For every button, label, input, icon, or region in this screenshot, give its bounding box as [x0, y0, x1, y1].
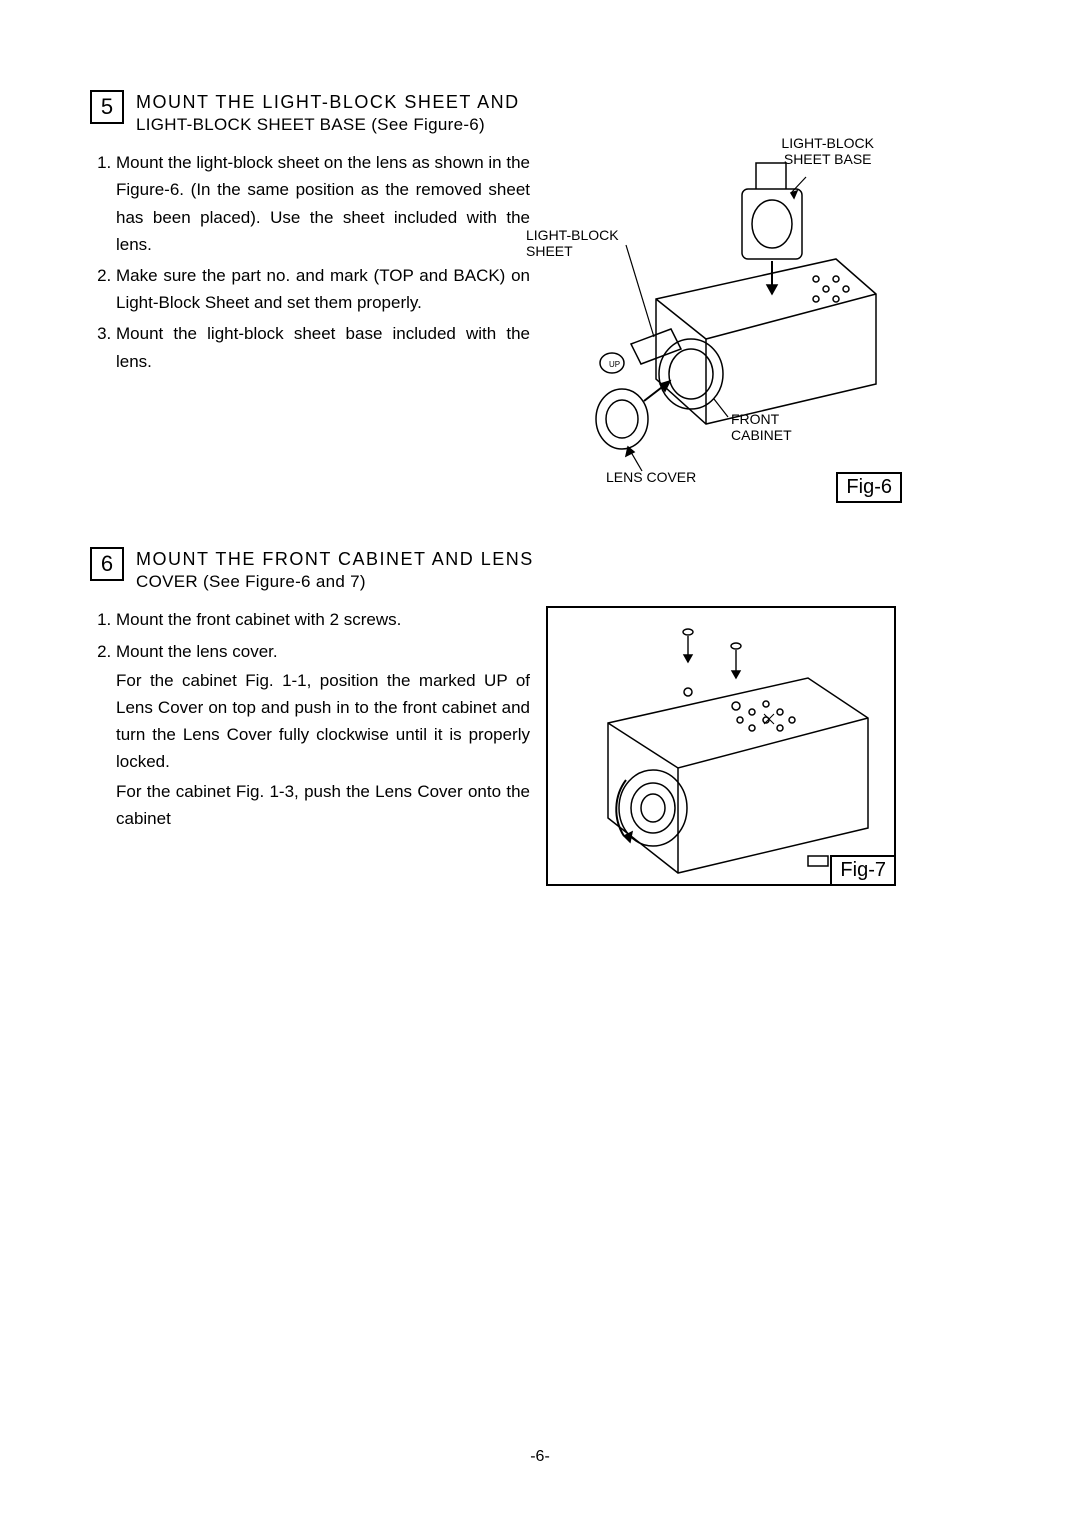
- figure-7-area: Fig-7: [536, 606, 990, 886]
- figure-6-area: LIGHT-BLOCKSHEET BASE LIGHT-BLOCKSHEET F…: [536, 149, 990, 509]
- list-item-text: Mount the lens cover.: [116, 642, 278, 661]
- list-item: Mount the lens cover. For the cabinet Fi…: [116, 638, 530, 832]
- section-6-text: Mount the front cabinet with 2 screws. M…: [90, 606, 530, 886]
- section-6-title: MOUNT THE FRONT CABINET AND LENS: [136, 547, 534, 572]
- list-item: Mount the light-block sheet on the lens …: [116, 149, 530, 258]
- section-5-subtitle: LIGHT-BLOCK SHEET BASE (See Figure-6): [136, 115, 520, 135]
- figure-7: Fig-7: [546, 606, 896, 886]
- callout-sheet-base: LIGHT-BLOCKSHEET BASE: [781, 135, 874, 167]
- section-6-subtitle: COVER (See Figure-6 and 7): [136, 572, 534, 592]
- callout-sheet: LIGHT-BLOCKSHEET: [526, 227, 619, 259]
- list-item: Mount the front cabinet with 2 screws.: [116, 606, 530, 633]
- page-number: -6-: [530, 1448, 550, 1466]
- section-6-header: 6 MOUNT THE FRONT CABINET AND LENS COVER…: [90, 547, 990, 592]
- list-item: Make sure the part no. and mark (TOP and…: [116, 262, 530, 316]
- section-5-body: Mount the light-block sheet on the lens …: [90, 149, 990, 509]
- section-5-list: Mount the light-block sheet on the lens …: [90, 149, 530, 375]
- section-5-text: Mount the light-block sheet on the lens …: [90, 149, 530, 509]
- extra-para: For the cabinet Fig. 1-1, position the m…: [116, 667, 530, 776]
- callout-front-cabinet: FRONTCABINET: [731, 411, 792, 443]
- figure-7-label: Fig-7: [830, 855, 896, 886]
- section-6-title-block: MOUNT THE FRONT CABINET AND LENS COVER (…: [136, 547, 534, 592]
- section-5-header: 5 MOUNT THE LIGHT-BLOCK SHEET AND LIGHT-…: [90, 90, 990, 135]
- page: 5 MOUNT THE LIGHT-BLOCK SHEET AND LIGHT-…: [0, 0, 1080, 1526]
- figure-7-svg: [548, 608, 894, 884]
- figure-6-label: Fig-6: [836, 472, 902, 503]
- figure-6-svg: UP: [536, 149, 896, 489]
- step-number-6: 6: [90, 547, 124, 581]
- section-5-title: MOUNT THE LIGHT-BLOCK SHEET AND: [136, 90, 520, 115]
- svg-text:UP: UP: [609, 360, 620, 369]
- list-item: Mount the light-block sheet base include…: [116, 320, 530, 374]
- extra-para: For the cabinet Fig. 1-3, push the Lens …: [116, 778, 530, 832]
- section-6-body: Mount the front cabinet with 2 screws. M…: [90, 606, 990, 886]
- callout-lens-cover: LENS COVER: [606, 469, 696, 485]
- figure-6: LIGHT-BLOCKSHEET BASE LIGHT-BLOCKSHEET F…: [536, 149, 896, 509]
- section-6-list: Mount the front cabinet with 2 screws. M…: [90, 606, 530, 832]
- step-number-5: 5: [90, 90, 124, 124]
- section-5-title-block: MOUNT THE LIGHT-BLOCK SHEET AND LIGHT-BL…: [136, 90, 520, 135]
